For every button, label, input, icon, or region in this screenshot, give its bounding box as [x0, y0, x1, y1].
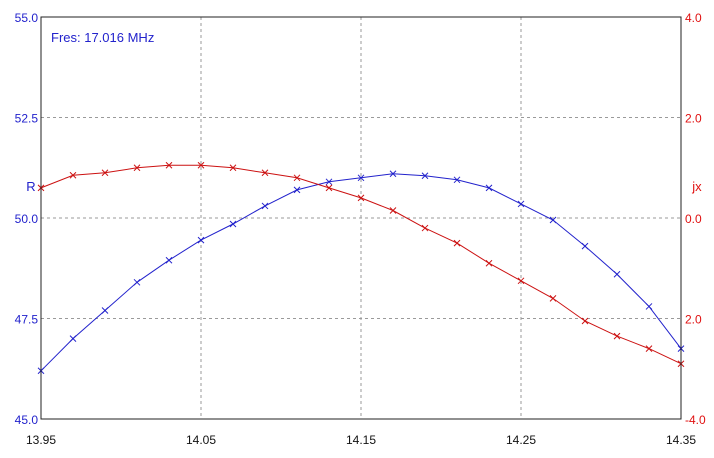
x-tick-label: 14.35	[666, 433, 696, 447]
data-point-jx	[517, 277, 525, 285]
y-right-tick-label: -4.0	[685, 413, 706, 427]
data-point-jx	[645, 345, 653, 353]
axis-layer: 13.95 14.05 14.15 14.25 14.35 45.0 47.5 50.0 52.…	[15, 11, 706, 447]
data-point-jx	[485, 259, 493, 267]
plot-frame	[40, 16, 682, 420]
data-point-jx	[69, 171, 77, 179]
grid-layer	[41, 17, 681, 419]
y-right-tick-label: 2.0	[685, 313, 702, 327]
y-left-tick-label: 47.5	[15, 313, 39, 327]
fres-annotation: Fres: 17.016 MHz	[51, 30, 154, 45]
x-tick-label: 14.25	[506, 433, 536, 447]
data-point-R	[133, 278, 141, 286]
data-point-jx	[325, 184, 333, 192]
x-tick-label: 13.95	[26, 433, 56, 447]
data-point-R	[197, 236, 205, 244]
data-point-R	[613, 270, 621, 278]
data-point-R	[389, 170, 397, 178]
data-point-jx	[613, 332, 621, 340]
data-point-R	[645, 303, 653, 310]
data-point-R	[229, 220, 237, 228]
y-right-tick-label: 4.0	[685, 11, 702, 25]
data-point-jx	[357, 194, 365, 202]
data-point-R	[581, 242, 589, 250]
data-point-R	[101, 307, 109, 314]
data-point-jx	[261, 169, 269, 177]
data-point-R	[325, 178, 333, 186]
data-point-R	[517, 200, 525, 208]
y-right-tick-label: 2.0	[685, 112, 702, 126]
data-point-jx	[229, 164, 237, 172]
data-point-R	[69, 335, 77, 342]
data-point-jx	[581, 317, 589, 325]
y-left-tick-label: 55.0	[15, 11, 39, 25]
y-left-tick-label: 52.5	[15, 112, 39, 126]
data-point-R	[485, 184, 493, 192]
data-point-jx	[389, 207, 397, 214]
data-point-jx	[133, 164, 141, 172]
data-point-R	[165, 256, 173, 264]
data-point-R	[453, 176, 461, 184]
data-point-jx	[549, 295, 557, 302]
data-point-R	[549, 216, 557, 224]
y-left-tick-label: 50.0	[15, 212, 39, 226]
y-axis-right-label: jx	[691, 179, 702, 194]
y-right-tick-label: 0.0	[685, 212, 702, 226]
data-point-R	[261, 202, 269, 210]
y-left-tick-label: 45.0	[15, 413, 39, 427]
data-point-jx	[421, 224, 429, 232]
x-tick-label: 14.15	[346, 433, 376, 447]
data-point-R	[357, 174, 365, 182]
x-tick-label: 14.05	[186, 433, 216, 447]
series-layer	[37, 161, 685, 375]
data-point-jx	[165, 161, 173, 169]
data-point-jx	[101, 169, 109, 177]
data-point-R	[293, 186, 301, 194]
data-point-R	[421, 172, 429, 180]
y-axis-left-label: R	[26, 179, 35, 194]
data-point-jx	[197, 161, 205, 169]
data-point-jx	[453, 239, 461, 247]
data-point-jx	[293, 174, 301, 182]
